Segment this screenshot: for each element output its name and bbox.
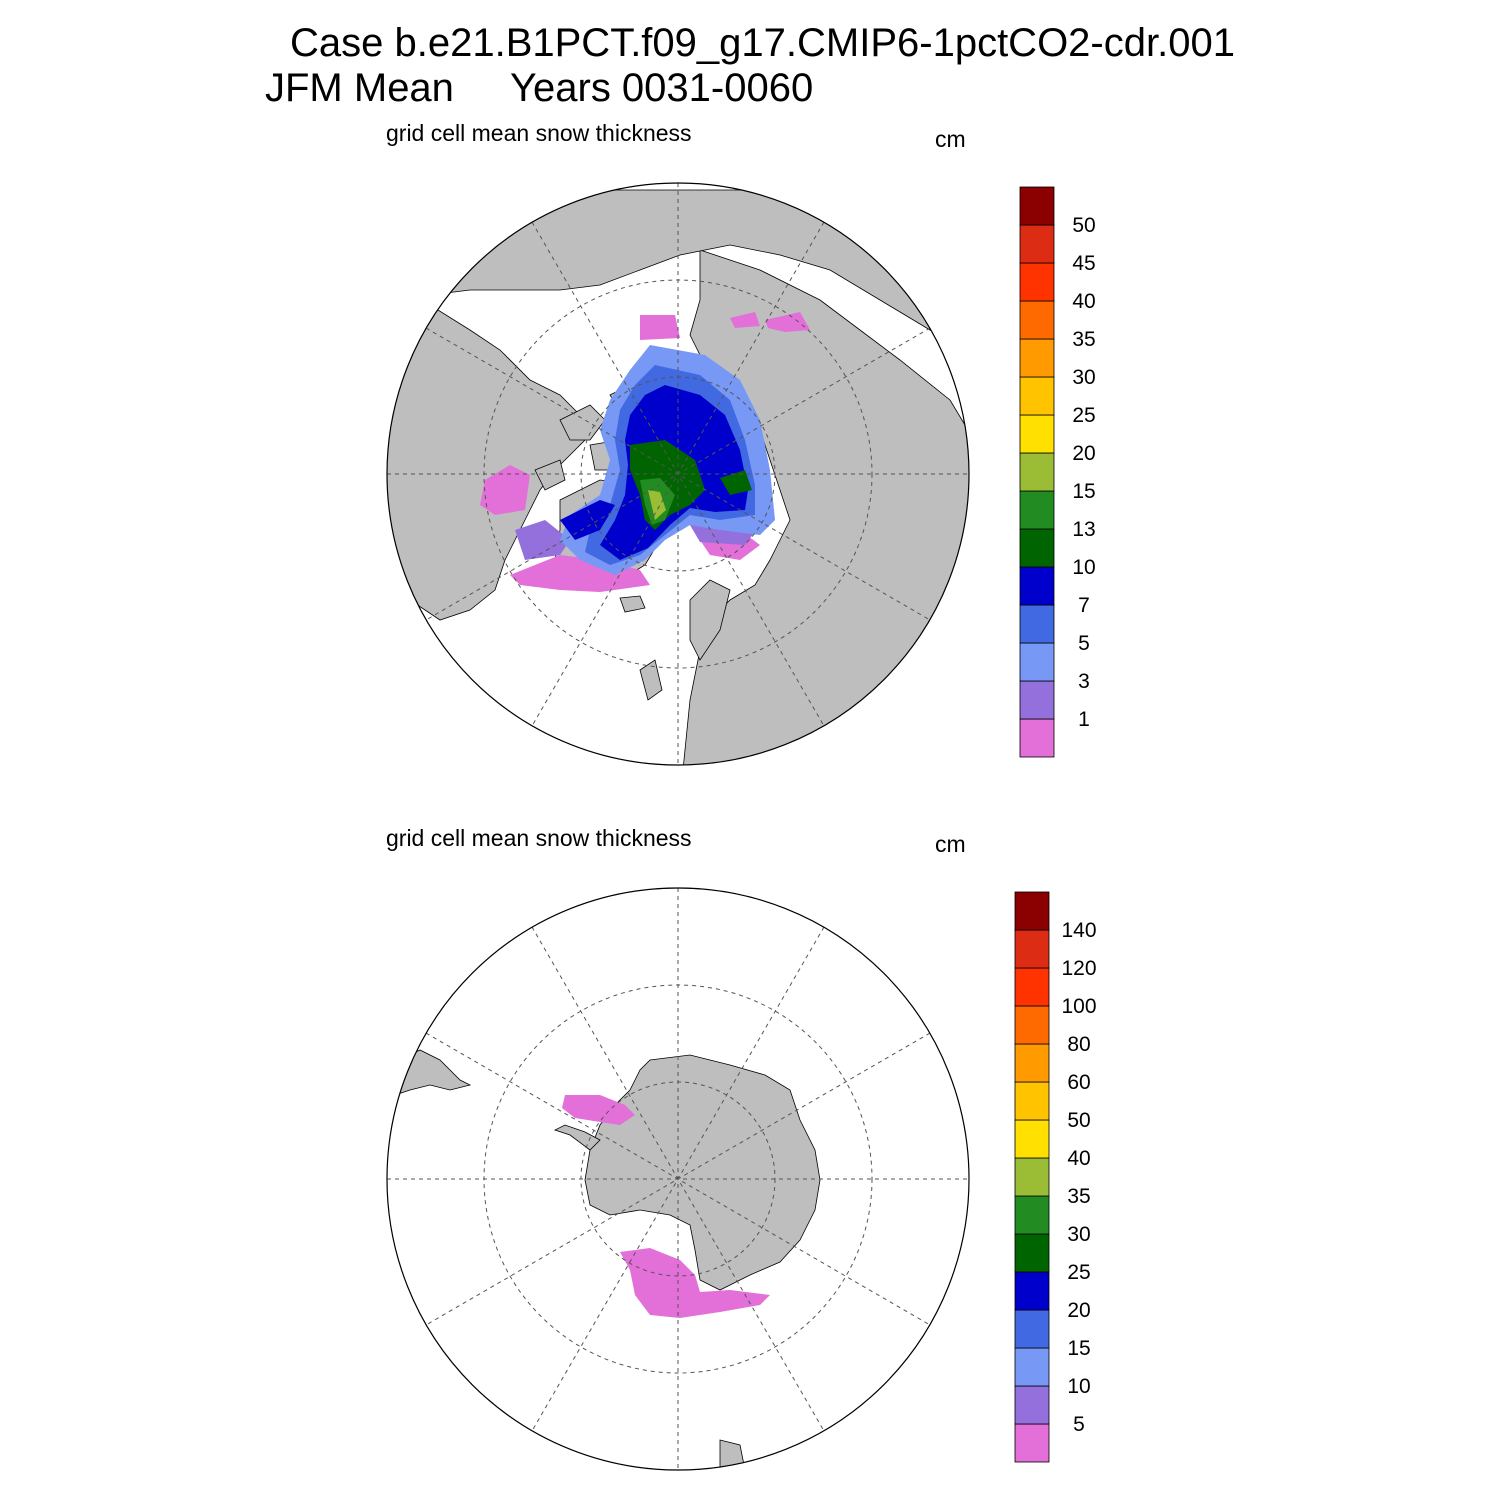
antarctic-land xyxy=(394,1049,821,1470)
arctic-graticule xyxy=(387,183,969,765)
arctic-colorbar-box xyxy=(1019,566,1055,606)
arctic-colorbar-box xyxy=(1019,528,1055,568)
antarctic-colorbar-box xyxy=(1014,1157,1050,1197)
arctic-colorbar-label: 30 xyxy=(1072,366,1095,389)
antarctic-colorbar-box xyxy=(1014,1347,1050,1387)
antarctic-colorbar-label: 20 xyxy=(1067,1299,1090,1322)
arctic-colorbar-label: 15 xyxy=(1072,480,1095,503)
arctic-colorbar-box xyxy=(1019,452,1055,492)
antarctic-colorbar-box xyxy=(1014,1043,1050,1083)
arctic-colorbar-box xyxy=(1019,376,1055,416)
antarctic-colorbar-label: 40 xyxy=(1067,1147,1090,1170)
arctic-colorbar-label: 25 xyxy=(1072,404,1095,427)
arctic-colorbar-label: 13 xyxy=(1072,518,1095,541)
antarctic-colorbar-box xyxy=(1014,1271,1050,1311)
arctic-snow-field xyxy=(480,312,810,592)
arctic-colorbar-label: 50 xyxy=(1072,214,1095,237)
antarctic-colorbar-box xyxy=(1014,1233,1050,1273)
antarctic-colorbar-box xyxy=(1014,929,1050,969)
arctic-colorbar-label: 20 xyxy=(1072,442,1095,465)
antarctic-colorbar-box xyxy=(1014,1005,1050,1045)
antarctic-colorbar-box xyxy=(1014,1309,1050,1349)
antarctic-colorbar-label: 10 xyxy=(1067,1375,1090,1398)
arctic-colorbar-box xyxy=(1019,490,1055,530)
arctic-variable-label: grid cell mean snow thickness xyxy=(386,120,692,146)
arctic-colorbar-label: 10 xyxy=(1072,556,1095,579)
arctic-colorbar-box xyxy=(1019,414,1055,454)
antarctic-map xyxy=(386,887,970,1471)
plot-title: Case b.e21.B1PCT.f09_g17.CMIP6-1pctCO2-c… xyxy=(290,21,1235,65)
antarctic-colorbar-label: 80 xyxy=(1067,1033,1090,1056)
arctic-colorbar-label: 7 xyxy=(1078,594,1090,617)
antarctic-colorbar-label: 35 xyxy=(1067,1185,1090,1208)
arctic-colorbar-label: 1 xyxy=(1078,708,1090,731)
arctic-colorbar-label: 40 xyxy=(1072,290,1095,313)
arctic-colorbar-label: 45 xyxy=(1072,252,1095,275)
antarctic-colorbar-box xyxy=(1014,1195,1050,1235)
antarctic-colorbar-label: 50 xyxy=(1067,1109,1090,1132)
antarctic-colorbar-label: 60 xyxy=(1067,1071,1090,1094)
antarctic-colorbar-box xyxy=(1014,967,1050,1007)
antarctic-snow-field xyxy=(562,1095,770,1318)
antarctic-colorbar-label: 100 xyxy=(1061,995,1096,1018)
antarctic-colorbar-box xyxy=(1014,1119,1050,1159)
arctic-colorbar-box xyxy=(1019,680,1055,720)
antarctic-variable-label: grid cell mean snow thickness xyxy=(386,825,692,851)
antarctic-colorbar-label: 30 xyxy=(1067,1223,1090,1246)
antarctic-colorbar-label: 25 xyxy=(1067,1261,1090,1284)
antarctic-map-border xyxy=(386,887,970,1471)
arctic-colorbar-box xyxy=(1019,186,1055,226)
antarctic-graticule xyxy=(387,888,969,1470)
antarctic-units-label: cm xyxy=(935,831,966,857)
arctic-colorbar-box xyxy=(1019,338,1055,378)
arctic-colorbar-box xyxy=(1019,262,1055,302)
arctic-colorbar-label: 35 xyxy=(1072,328,1095,351)
antarctic-colorbar-label: 15 xyxy=(1067,1337,1090,1360)
years-label: Years 0031-0060 xyxy=(510,66,814,110)
antarctic-colorbar-box xyxy=(1014,1385,1050,1425)
arctic-colorbar-box xyxy=(1019,642,1055,682)
arctic-colorbar-box xyxy=(1019,604,1055,644)
arctic-colorbar-box xyxy=(1019,224,1055,264)
arctic-colorbar-box xyxy=(1019,718,1055,758)
season-label: JFM Mean xyxy=(265,66,454,110)
antarctic-colorbar-label: 140 xyxy=(1061,919,1096,942)
antarctic-colorbar-box xyxy=(1014,1081,1050,1121)
arctic-units-label: cm xyxy=(935,126,966,152)
arctic-map xyxy=(386,182,970,766)
antarctic-colorbar-box xyxy=(1014,891,1050,931)
arctic-colorbar-box xyxy=(1019,300,1055,340)
arctic-map-border xyxy=(386,182,970,766)
antarctic-colorbar: 5 10 15 20 25 30 35 40 50 60 80 100 120 140 xyxy=(1014,891,1097,1463)
antarctic-colorbar-label: 5 xyxy=(1073,1413,1085,1436)
arctic-colorbar-label: 5 xyxy=(1078,632,1090,655)
antarctic-colorbar-label: 120 xyxy=(1061,957,1096,980)
arctic-colorbar-label: 3 xyxy=(1078,670,1090,693)
antarctic-colorbar-box xyxy=(1014,1423,1050,1463)
